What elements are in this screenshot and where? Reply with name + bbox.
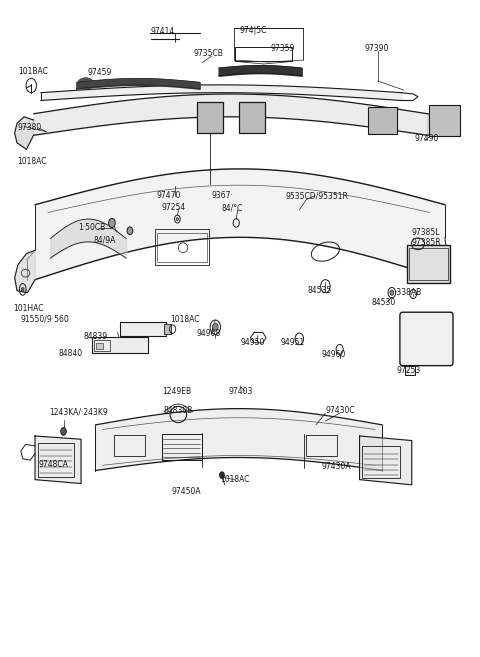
Text: 84830B: 84830B — [163, 406, 192, 415]
Text: 94951: 94951 — [280, 338, 305, 347]
Polygon shape — [14, 117, 34, 149]
Text: 97430A: 97430A — [322, 462, 351, 471]
Bar — [235, 47, 292, 61]
Ellipse shape — [77, 78, 94, 89]
Bar — [405, 367, 415, 375]
Text: 97380: 97380 — [18, 124, 42, 132]
Bar — [239, 102, 265, 133]
Bar — [120, 322, 166, 336]
Polygon shape — [427, 114, 443, 136]
Text: 9748CA: 9748CA — [38, 459, 68, 468]
Text: 9367·: 9367· — [212, 191, 233, 200]
Ellipse shape — [127, 227, 133, 235]
Ellipse shape — [176, 217, 179, 221]
Text: 9735CB: 9735CB — [193, 49, 223, 58]
Text: 1243KA/·243K9: 1243KA/·243K9 — [49, 407, 108, 417]
Text: 97470: 97470 — [157, 191, 181, 200]
Text: 97459: 97459 — [87, 68, 112, 77]
Text: 97359: 97359 — [271, 44, 295, 53]
Text: 84839: 84839 — [84, 332, 108, 342]
Text: 94968: 94968 — [196, 329, 221, 338]
Text: 1018AC: 1018AC — [17, 157, 47, 166]
Text: 1018AC: 1018AC — [220, 475, 250, 484]
Bar — [362, 445, 400, 478]
Text: 97414: 97414 — [151, 27, 175, 36]
Text: 84840: 84840 — [59, 349, 83, 358]
Text: 84530: 84530 — [372, 298, 396, 307]
Polygon shape — [35, 436, 81, 484]
Ellipse shape — [60, 428, 66, 436]
Ellipse shape — [108, 218, 115, 227]
Bar — [306, 435, 337, 455]
Text: 101BAC: 101BAC — [18, 67, 48, 76]
Bar — [114, 435, 145, 455]
Bar — [92, 337, 148, 353]
Bar — [407, 245, 450, 283]
Text: 9535CD/95351R: 9535CD/95351R — [285, 191, 348, 200]
Text: 1·50CB: 1·50CB — [78, 223, 105, 232]
Text: 94950: 94950 — [241, 338, 265, 347]
Bar — [38, 443, 74, 477]
Bar — [368, 107, 396, 135]
Text: 97490: 97490 — [415, 134, 439, 143]
Bar — [164, 324, 171, 334]
Text: 97430C: 97430C — [325, 406, 355, 415]
Text: 974|5C: 974|5C — [240, 26, 267, 35]
Bar — [94, 340, 110, 351]
Bar — [429, 105, 460, 136]
Bar — [162, 434, 202, 460]
Text: 84535: 84535 — [307, 286, 332, 295]
Text: ·338AB: ·338AB — [394, 288, 421, 296]
Text: 1018AC: 1018AC — [170, 315, 199, 324]
Text: 97390: 97390 — [364, 44, 389, 53]
Text: 97450A: 97450A — [171, 487, 201, 496]
FancyBboxPatch shape — [400, 312, 453, 366]
Polygon shape — [14, 250, 35, 292]
Text: 1249EB: 1249EB — [162, 386, 191, 396]
Ellipse shape — [213, 323, 218, 331]
Bar — [157, 233, 207, 262]
Bar — [197, 102, 223, 133]
Bar — [155, 229, 209, 265]
Ellipse shape — [21, 288, 24, 291]
Text: 101HAC: 101HAC — [13, 304, 44, 313]
Polygon shape — [360, 436, 412, 485]
Text: 97385L: 97385L — [412, 227, 440, 237]
Text: 97253: 97253 — [396, 367, 421, 375]
Bar — [96, 343, 103, 350]
Ellipse shape — [219, 472, 224, 478]
Text: 84/°C: 84/°C — [222, 204, 243, 212]
Text: 84/9A: 84/9A — [94, 235, 116, 244]
Bar — [409, 248, 448, 281]
Text: 97254: 97254 — [162, 204, 186, 212]
Text: 94960: 94960 — [322, 350, 346, 359]
Text: 97403: 97403 — [228, 386, 252, 396]
Ellipse shape — [390, 290, 394, 295]
Text: 91550/9·560: 91550/9·560 — [21, 315, 70, 324]
Text: 97385R: 97385R — [412, 238, 442, 247]
